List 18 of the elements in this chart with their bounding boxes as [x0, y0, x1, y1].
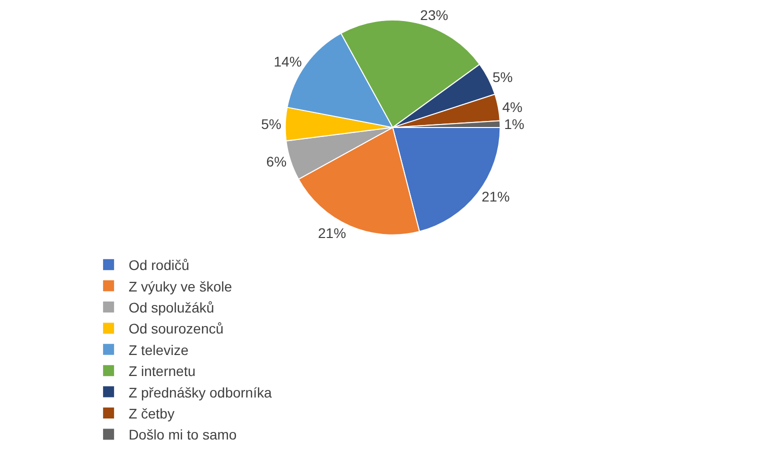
legend-label: Od rodičů: [128, 257, 190, 274]
data-label: 5%: [492, 69, 513, 86]
legend-label: Došlo mi to samo: [128, 426, 237, 443]
data-label: 4%: [502, 99, 522, 116]
data-label: 14%: [274, 54, 302, 70]
data-label: 21%: [318, 224, 346, 241]
data-label: 6%: [266, 153, 287, 170]
data-label: 21%: [482, 188, 510, 204]
legend-label: Z výuky ve škole: [128, 278, 232, 294]
data-label: 23%: [420, 6, 448, 23]
legend-label: Z televize: [128, 342, 189, 358]
data-label: 5%: [261, 116, 282, 132]
legend-label: Od sourozenců: [128, 320, 224, 337]
legend-label: Z četby: [128, 405, 174, 422]
legend-label: Z internetu: [128, 363, 196, 380]
data-label: 1%: [504, 116, 524, 132]
legend-label: Od spolužáků: [128, 299, 214, 316]
legend-label: Z přednášky odborníka: [128, 384, 272, 400]
